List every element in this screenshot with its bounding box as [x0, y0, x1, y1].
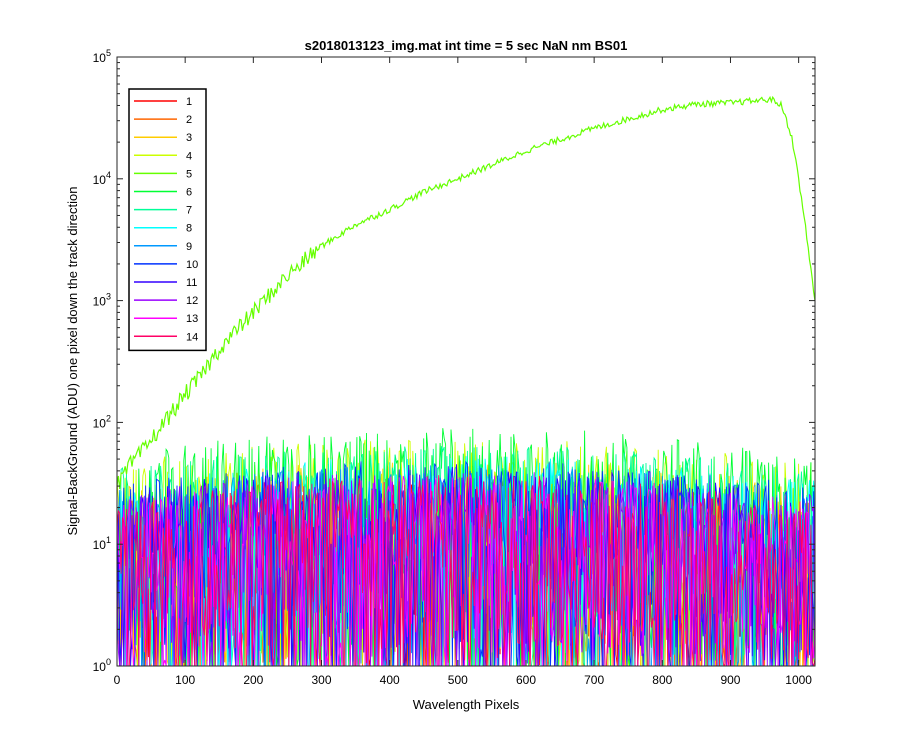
x-axis: 0 100 200 300 400 500 600 700 800 900 1000 [114, 57, 812, 687]
x-tick-label: 300 [311, 673, 331, 687]
x-tick-label: 600 [516, 673, 536, 687]
legend-box [128, 88, 207, 352]
legend-label-11: 11 [186, 277, 197, 289]
legend-label-4: 4 [186, 150, 192, 162]
legend-label-6: 6 [186, 187, 192, 199]
legend-label-10: 10 [186, 259, 198, 271]
x-tick-label: 1000 [785, 673, 812, 687]
x-tick-label: 0 [114, 673, 121, 687]
x-tick-label: 400 [380, 673, 400, 687]
legend-label-5: 5 [186, 168, 192, 180]
y-tick-label: 102 [93, 413, 111, 430]
y-tick-label: 104 [93, 170, 111, 187]
y-tick-label: 101 [93, 535, 111, 552]
series-line-14 [117, 475, 815, 666]
legend-label-13: 13 [186, 313, 198, 325]
y-tick-label: 100 [93, 657, 111, 674]
series-line-5 [117, 95, 815, 490]
legend-label-7: 7 [186, 205, 192, 217]
legend-label-3: 3 [186, 132, 192, 144]
axes-frame [116, 56, 816, 667]
legend-label-9: 9 [186, 241, 192, 253]
y-tick-label: 103 [93, 292, 111, 309]
x-tick-label: 800 [652, 673, 672, 687]
y-tick-label: 105 [93, 48, 111, 65]
x-axis-label: Wavelength Pixels [413, 697, 520, 712]
x-tick-label: 100 [175, 673, 195, 687]
x-tick-label: 900 [720, 673, 740, 687]
y-axis-label: Signal-BackGround (ADU) one pixel down t… [65, 186, 80, 535]
legend-label-2: 2 [186, 114, 192, 126]
legend-label-1: 1 [186, 96, 192, 108]
legend-label-12: 12 [186, 295, 198, 307]
legend-label-14: 14 [186, 331, 198, 343]
legend-label-8: 8 [186, 223, 192, 235]
x-tick-label: 700 [584, 673, 604, 687]
x-tick-label: 200 [243, 673, 263, 687]
chart-title: s2018013123_img.mat int time = 5 sec NaN… [305, 38, 628, 53]
x-tick-label: 500 [448, 673, 468, 687]
series-layer [117, 95, 815, 666]
